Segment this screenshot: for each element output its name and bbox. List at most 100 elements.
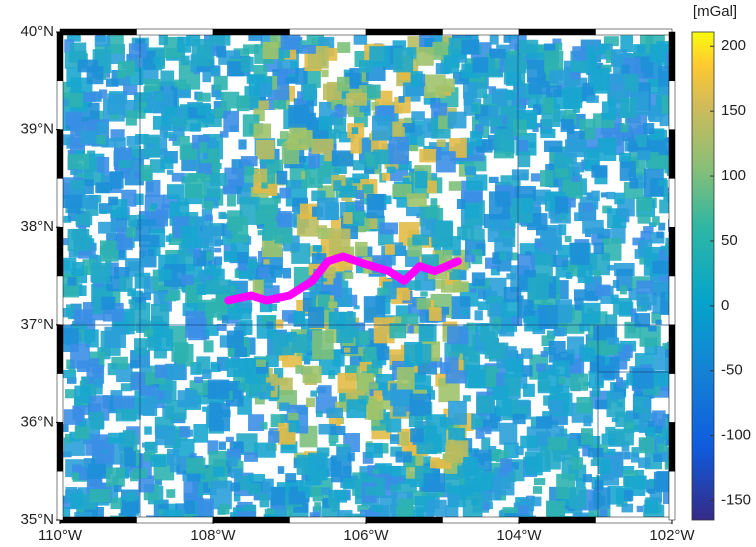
anomaly-patch bbox=[101, 297, 115, 310]
anomaly-patch bbox=[605, 427, 615, 435]
anomaly-patch bbox=[100, 240, 119, 261]
anomaly-patch bbox=[87, 469, 102, 480]
anomaly-patch bbox=[113, 396, 135, 409]
anomaly-patch bbox=[444, 357, 458, 372]
anomaly-patch bbox=[126, 227, 136, 238]
anomaly-patch bbox=[438, 492, 444, 497]
anomaly-patch bbox=[128, 299, 135, 304]
anomaly-patch bbox=[472, 272, 485, 286]
anomaly-patch bbox=[151, 203, 157, 209]
anomaly-patch bbox=[581, 348, 595, 362]
anomaly-patch bbox=[165, 364, 185, 380]
anomaly-patch bbox=[457, 199, 465, 209]
anomaly-patch bbox=[244, 452, 258, 462]
anomaly-patch bbox=[121, 383, 132, 391]
anomaly-patch bbox=[521, 98, 529, 105]
anomaly-patch bbox=[614, 429, 634, 446]
anomaly-patch bbox=[555, 43, 562, 51]
anomaly-patch bbox=[125, 492, 135, 501]
anomaly-patch bbox=[541, 351, 548, 357]
anomaly-patch bbox=[401, 313, 418, 324]
anomaly-patch bbox=[396, 451, 412, 462]
anomaly-patch bbox=[622, 504, 634, 513]
anomaly-patch bbox=[638, 214, 651, 224]
anomaly-patch bbox=[652, 216, 660, 225]
anomaly-patch bbox=[481, 437, 490, 449]
anomaly-patch bbox=[254, 169, 267, 183]
anomaly-patch bbox=[286, 77, 295, 84]
anomaly-patch bbox=[476, 395, 495, 413]
anomaly-patch bbox=[337, 42, 350, 53]
anomaly-patch bbox=[258, 198, 278, 214]
anomaly-patch bbox=[417, 298, 431, 309]
anomaly-patch bbox=[67, 277, 76, 286]
anomaly-patch bbox=[587, 308, 593, 313]
anomaly-patch bbox=[616, 377, 623, 387]
anomaly-patch bbox=[518, 151, 530, 167]
anomaly-patch bbox=[343, 478, 354, 489]
frame-bar bbox=[669, 422, 675, 471]
anomaly-patch bbox=[173, 127, 184, 137]
anomaly-patch bbox=[389, 137, 409, 164]
anomaly-patch bbox=[498, 90, 505, 95]
anomaly-patch bbox=[489, 191, 510, 219]
anomaly-patch bbox=[588, 448, 603, 457]
anomaly-patch bbox=[199, 142, 207, 153]
anomaly-patch bbox=[420, 291, 427, 296]
anomaly-patch bbox=[91, 263, 110, 283]
anomaly-patch bbox=[179, 136, 190, 143]
anomaly-patch bbox=[202, 71, 211, 82]
anomaly-patch bbox=[475, 310, 483, 320]
frame-bar bbox=[669, 178, 675, 227]
anomaly-patch bbox=[134, 338, 147, 355]
anomaly-patch bbox=[355, 200, 364, 211]
anomaly-patch bbox=[463, 82, 477, 98]
anomaly-patch bbox=[518, 40, 539, 54]
anomaly-patch bbox=[385, 244, 395, 254]
anomaly-patch bbox=[622, 345, 633, 358]
anomaly-patch bbox=[471, 104, 478, 112]
anomaly-patch bbox=[193, 249, 200, 258]
anomaly-patch bbox=[496, 399, 512, 416]
anomaly-patch bbox=[110, 498, 122, 509]
frame-bar bbox=[137, 517, 214, 523]
anomaly-patch bbox=[214, 256, 222, 264]
anomaly-patch bbox=[346, 399, 366, 418]
anomaly-patch bbox=[295, 111, 303, 117]
anomaly-patch bbox=[650, 275, 659, 281]
anomaly-patch bbox=[261, 422, 267, 429]
anomaly-patch bbox=[185, 173, 205, 198]
anomaly-patch bbox=[596, 374, 603, 382]
anomaly-patch bbox=[256, 359, 266, 366]
anomaly-patch bbox=[189, 218, 196, 225]
anomaly-patch bbox=[465, 255, 476, 262]
anomaly-patch bbox=[300, 130, 313, 147]
anomaly-patch bbox=[427, 181, 437, 194]
anomaly-patch bbox=[68, 229, 90, 251]
anomaly-patch bbox=[248, 483, 261, 494]
anomaly-patch bbox=[79, 285, 87, 296]
anomaly-patch bbox=[220, 131, 229, 138]
anomaly-patch bbox=[100, 209, 107, 213]
anomaly-patch bbox=[600, 509, 608, 518]
colorbar-tick-label: 50 bbox=[721, 232, 738, 249]
anomaly-patch bbox=[159, 34, 168, 46]
anomaly-patch bbox=[649, 111, 661, 122]
anomaly-patch bbox=[153, 322, 167, 337]
anomaly-patch bbox=[410, 428, 424, 442]
anomaly-patch bbox=[74, 309, 93, 324]
anomaly-patch bbox=[636, 280, 652, 293]
anomaly-patch bbox=[451, 296, 470, 319]
anomaly-patch bbox=[106, 78, 119, 86]
anomaly-patch bbox=[108, 197, 118, 205]
anomaly-patch bbox=[594, 243, 604, 254]
anomaly-patch bbox=[89, 412, 103, 430]
anomaly-patch bbox=[570, 374, 588, 391]
anomaly-patch bbox=[208, 380, 229, 400]
anomaly-patch bbox=[129, 43, 147, 58]
anomaly-patch bbox=[642, 399, 651, 408]
anomaly-patch bbox=[424, 473, 445, 492]
anomaly-patch bbox=[355, 242, 368, 256]
lat-tick-label: 35°N bbox=[20, 511, 54, 528]
anomaly-patch bbox=[208, 148, 219, 161]
